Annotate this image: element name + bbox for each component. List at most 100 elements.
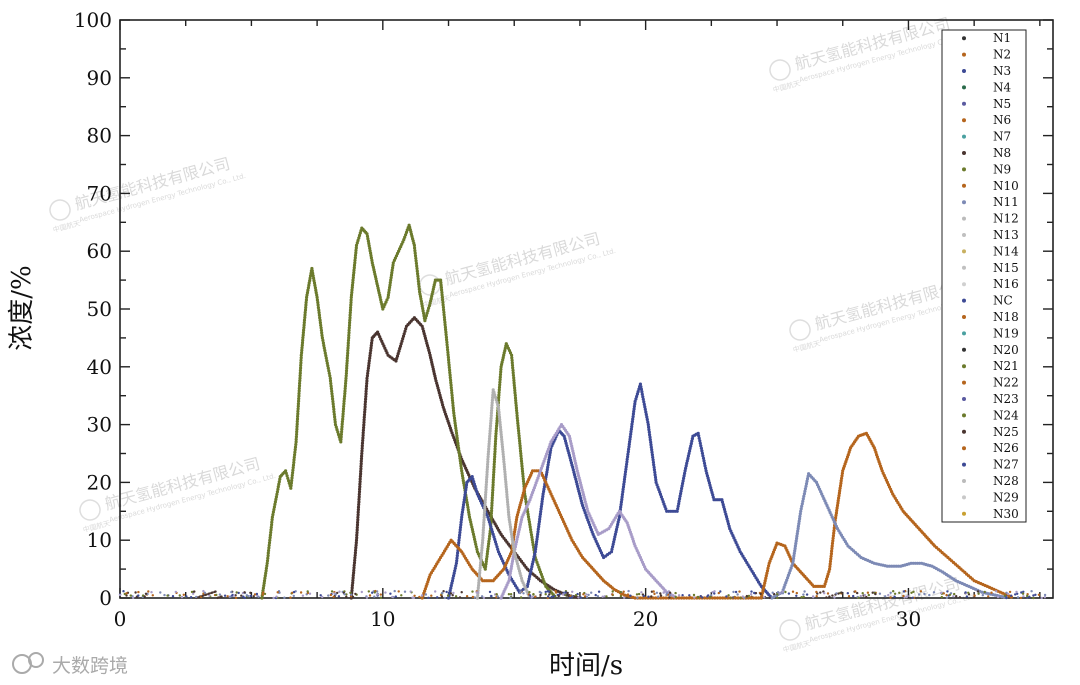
data-point xyxy=(535,478,539,483)
data-point xyxy=(539,504,544,509)
data-point xyxy=(832,529,836,533)
data-point xyxy=(497,410,501,414)
data-point xyxy=(325,361,329,365)
data-point xyxy=(481,526,486,530)
data-point xyxy=(526,510,530,514)
legend-entry: N10 xyxy=(993,179,1019,193)
baseline-point xyxy=(696,595,700,599)
legend-marker xyxy=(962,413,966,418)
data-point xyxy=(460,513,464,517)
data-point xyxy=(488,426,492,431)
data-point xyxy=(386,295,390,299)
data-point xyxy=(369,348,373,353)
data-point xyxy=(490,503,494,508)
data-point xyxy=(792,556,796,561)
data-point xyxy=(324,356,328,360)
baseline-point xyxy=(249,591,252,594)
data-point xyxy=(313,283,317,287)
data-point xyxy=(548,490,552,494)
baseline-point xyxy=(289,596,292,599)
baseline-point xyxy=(629,594,632,597)
data-point xyxy=(302,328,306,332)
data-point xyxy=(276,487,280,491)
data-point xyxy=(491,491,495,495)
data-point xyxy=(794,541,798,546)
data-point xyxy=(400,339,404,343)
data-point xyxy=(508,525,513,529)
data-point xyxy=(356,508,360,512)
baseline-point xyxy=(791,590,795,593)
data-point xyxy=(459,520,463,524)
data-point xyxy=(493,393,497,397)
data-point xyxy=(454,564,458,568)
baseline-point xyxy=(784,590,787,594)
data-point xyxy=(285,474,289,478)
legend-marker xyxy=(962,380,966,385)
series-N10 xyxy=(420,431,1014,600)
data-point xyxy=(827,508,831,512)
data-point xyxy=(490,498,494,502)
data-point xyxy=(622,477,627,481)
baseline-point xyxy=(496,595,499,598)
data-point xyxy=(297,394,301,398)
data-point xyxy=(365,381,369,386)
data-point xyxy=(484,493,488,497)
data-point xyxy=(571,451,576,456)
legend-entry: N19 xyxy=(993,326,1019,340)
data-point xyxy=(451,576,455,580)
data-point xyxy=(485,557,489,561)
baseline-point xyxy=(178,594,181,597)
data-point xyxy=(520,462,524,466)
data-point xyxy=(699,446,704,450)
data-point xyxy=(394,359,398,363)
data-point xyxy=(536,563,540,567)
data-point xyxy=(305,293,309,297)
data-point xyxy=(440,288,444,292)
data-point xyxy=(364,387,368,391)
data-point xyxy=(446,355,450,359)
data-point xyxy=(510,562,514,566)
watermark-logo-icon xyxy=(49,199,71,221)
data-point xyxy=(486,460,490,464)
data-point xyxy=(485,552,489,556)
data-point xyxy=(512,532,516,537)
data-point xyxy=(343,392,347,396)
data-point xyxy=(579,483,583,487)
data-point xyxy=(268,536,272,540)
baseline-point xyxy=(693,596,696,599)
data-point xyxy=(294,442,298,447)
y-axis-title: 浓度/% xyxy=(7,265,37,350)
data-point xyxy=(787,571,791,575)
data-point xyxy=(519,574,523,578)
data-point xyxy=(389,273,394,277)
baseline-point xyxy=(754,591,758,595)
data-point xyxy=(357,490,362,494)
baseline-point xyxy=(856,591,859,595)
baseline-point xyxy=(802,593,805,596)
data-point xyxy=(829,554,833,558)
baseline-point xyxy=(566,591,569,595)
data-point xyxy=(572,470,576,474)
baseline-point xyxy=(249,594,252,598)
data-point xyxy=(403,329,407,333)
data-point xyxy=(479,551,484,555)
data-point xyxy=(481,531,485,535)
data-point xyxy=(538,471,542,475)
data-point xyxy=(518,525,522,529)
baseline-point xyxy=(619,590,622,594)
data-point xyxy=(518,503,522,507)
baseline-point xyxy=(871,591,874,594)
data-point xyxy=(515,559,519,564)
baseline-point xyxy=(892,590,895,593)
data-point xyxy=(402,332,406,336)
data-point xyxy=(593,537,597,541)
baseline-point xyxy=(255,592,259,596)
baseline-point xyxy=(650,595,653,598)
y-tick-label: 40 xyxy=(87,355,112,379)
data-point xyxy=(793,549,797,553)
baseline-point xyxy=(811,595,815,598)
data-point xyxy=(353,261,357,265)
data-point xyxy=(435,381,439,385)
data-point xyxy=(455,439,460,443)
